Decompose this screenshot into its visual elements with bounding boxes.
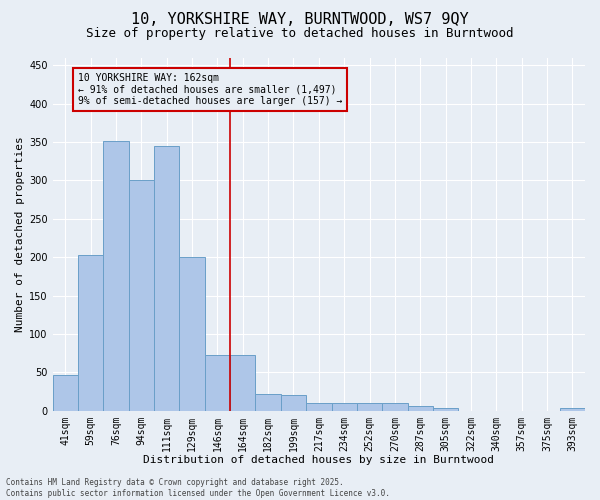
Text: 10 YORKSHIRE WAY: 162sqm
← 91% of detached houses are smaller (1,497)
9% of semi: 10 YORKSHIRE WAY: 162sqm ← 91% of detach… [78, 73, 343, 106]
Bar [306, 403, 332, 410]
Bar [256, 394, 281, 410]
Text: 10, YORKSHIRE WAY, BURNTWOOD, WS7 9QY: 10, YORKSHIRE WAY, BURNTWOOD, WS7 9QY [131, 12, 469, 28]
X-axis label: Distribution of detached houses by size in Burntwood: Distribution of detached houses by size … [143, 455, 494, 465]
Bar [281, 396, 306, 410]
Bar [205, 354, 230, 410]
Text: Size of property relative to detached houses in Burntwood: Size of property relative to detached ho… [86, 28, 514, 40]
Bar [53, 376, 78, 410]
Text: Contains HM Land Registry data © Crown copyright and database right 2025.
Contai: Contains HM Land Registry data © Crown c… [6, 478, 390, 498]
Bar [407, 406, 433, 410]
Bar [433, 408, 458, 410]
Bar [382, 403, 407, 410]
Bar [230, 354, 256, 410]
Bar [78, 255, 103, 410]
Bar [332, 403, 357, 410]
Bar [357, 403, 382, 410]
Bar [103, 141, 129, 410]
Bar [179, 257, 205, 410]
Bar [129, 180, 154, 410]
Bar [154, 146, 179, 410]
Y-axis label: Number of detached properties: Number of detached properties [15, 136, 25, 332]
Bar [560, 408, 585, 410]
